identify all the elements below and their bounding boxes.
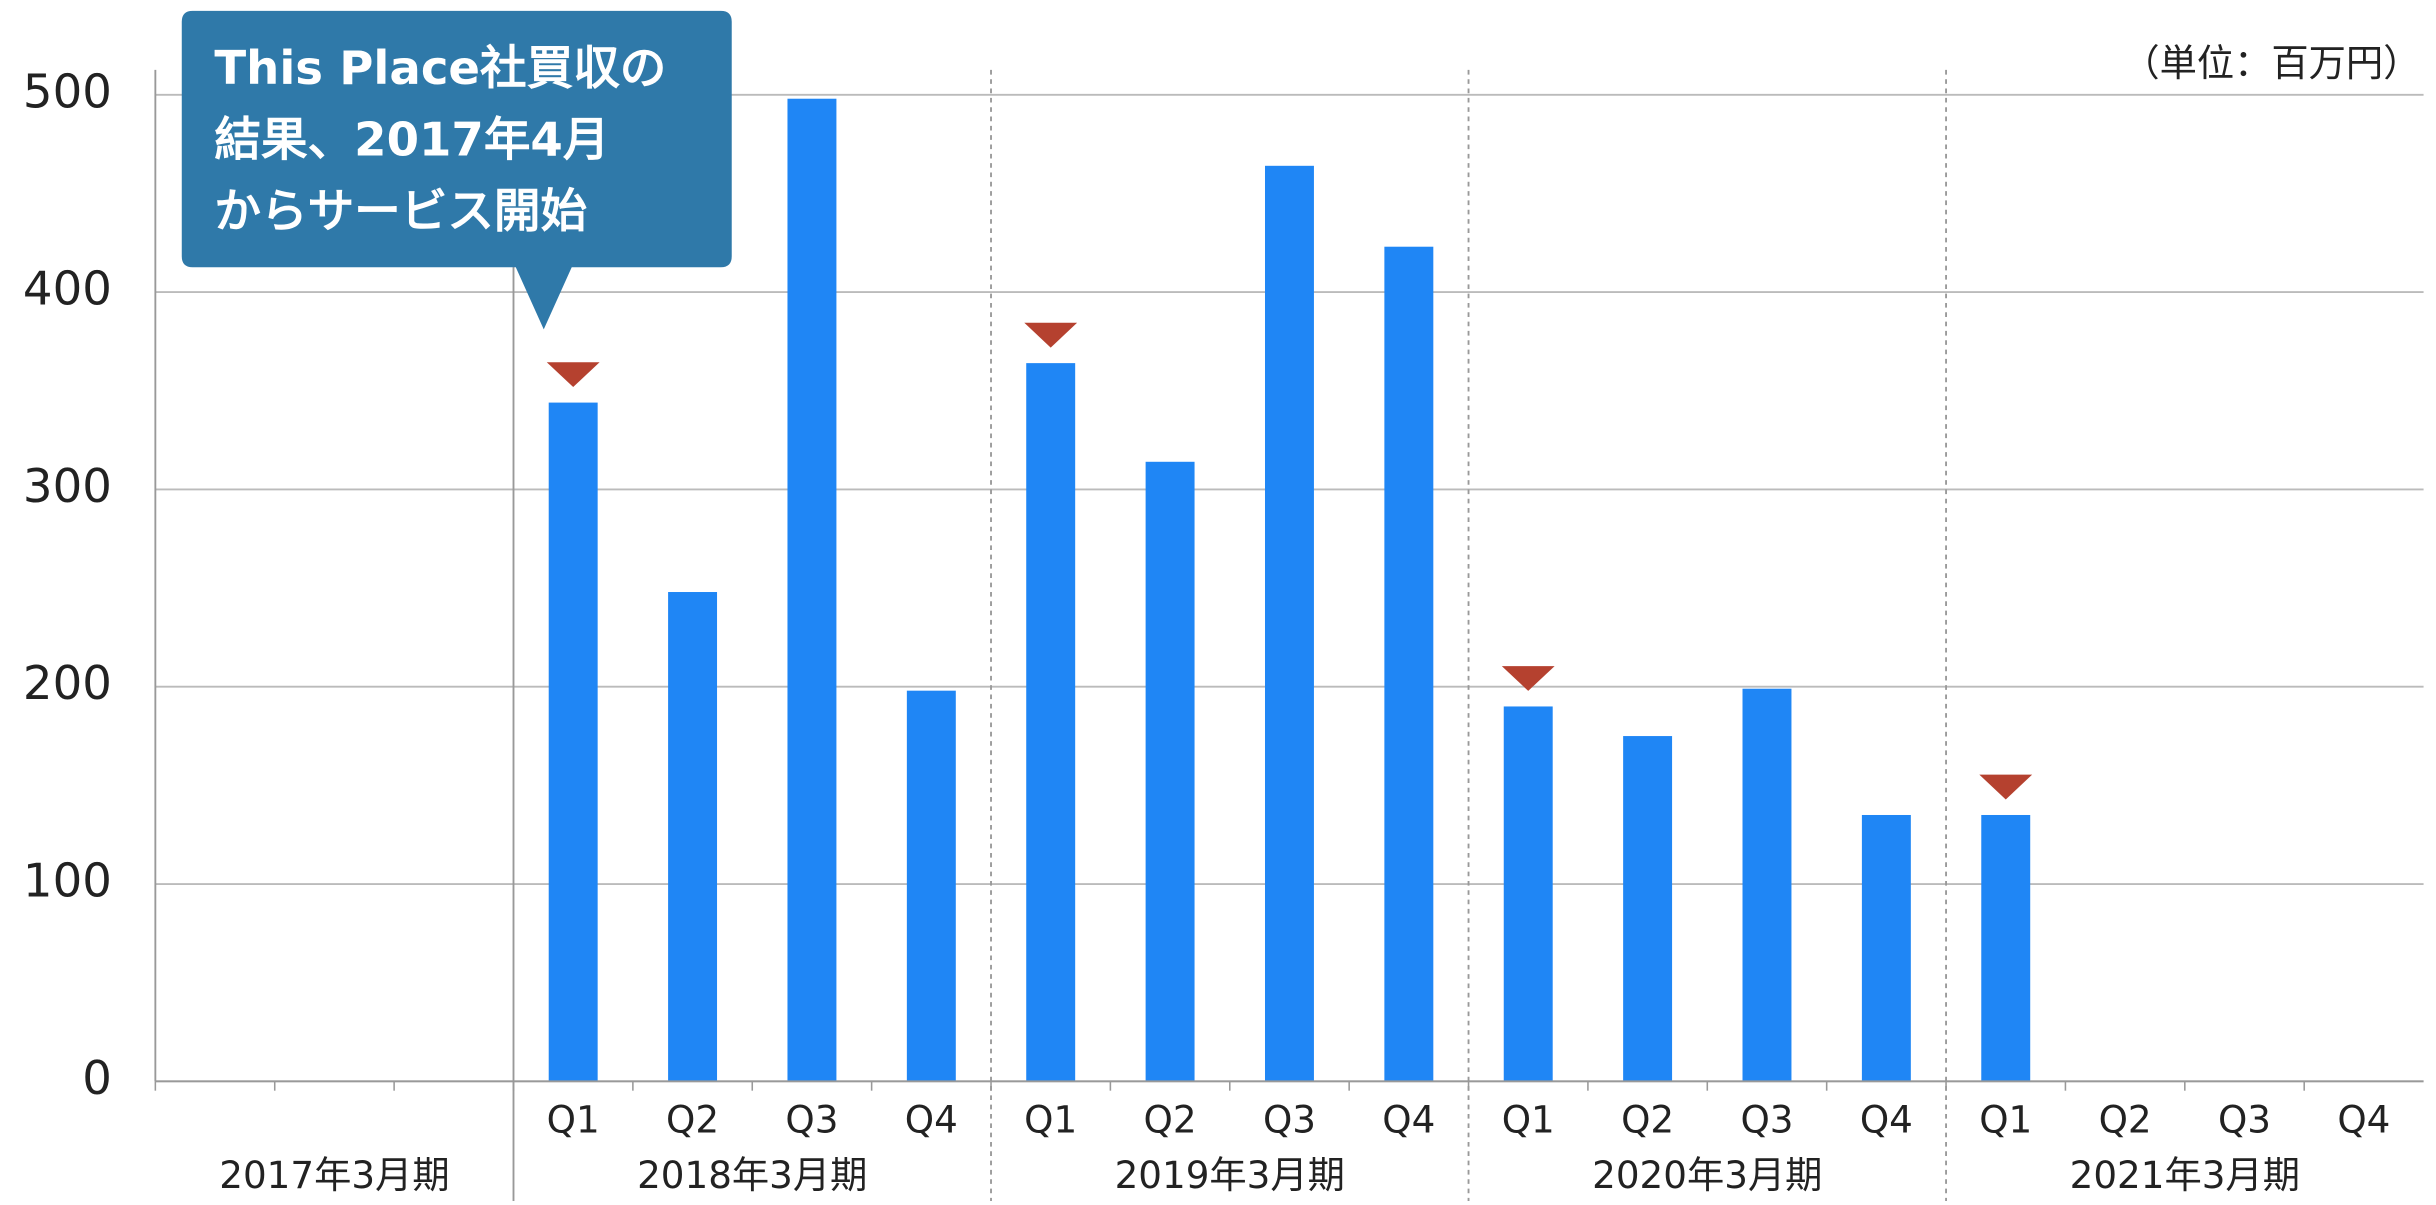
x-tick-label: Q1 bbox=[1502, 1097, 1555, 1141]
annotation-box bbox=[181, 10, 732, 330]
group-label: 2021年3月期 bbox=[2070, 1153, 2300, 1197]
x-tick-label: Q1 bbox=[1979, 1097, 2032, 1141]
x-tick-label: Q2 bbox=[1621, 1097, 1674, 1141]
y-tick-label: 300 bbox=[23, 459, 112, 513]
y-tick-label: 400 bbox=[23, 262, 112, 316]
x-tick-label: Q4 bbox=[905, 1097, 958, 1141]
bar bbox=[1384, 246, 1434, 1082]
y-tick-label: 500 bbox=[23, 64, 112, 118]
bar bbox=[906, 690, 956, 1082]
annotation-text: からサービス開始 bbox=[214, 184, 587, 238]
bar bbox=[1145, 461, 1195, 1082]
unit-label: （単位：百万円） bbox=[2122, 41, 2420, 85]
x-tick-label: Q2 bbox=[666, 1097, 719, 1141]
x-tick-label: Q1 bbox=[1024, 1097, 1077, 1141]
bar bbox=[548, 402, 598, 1082]
marker bbox=[1024, 322, 1078, 348]
group-label: 2018年3月期 bbox=[637, 1153, 867, 1197]
x-tick-label: Q2 bbox=[1144, 1097, 1197, 1141]
annotation-text: 結果、2017年4月 bbox=[214, 112, 609, 166]
x-tick-label: Q3 bbox=[1740, 1097, 1793, 1141]
bar bbox=[1026, 363, 1076, 1082]
x-tick-label: Q4 bbox=[1860, 1097, 1913, 1141]
y-tick-label: 200 bbox=[23, 656, 112, 710]
group-label: 2020年3月期 bbox=[1592, 1153, 1822, 1197]
group-label: 2017年3月期 bbox=[219, 1153, 449, 1197]
bar bbox=[668, 592, 718, 1082]
group-label: 2019年3月期 bbox=[1115, 1153, 1345, 1197]
bar bbox=[1861, 814, 1911, 1082]
x-tick-label: Q2 bbox=[2099, 1097, 2152, 1141]
x-tick-label: Q3 bbox=[1263, 1097, 1316, 1141]
x-tick-label: Q3 bbox=[2218, 1097, 2271, 1141]
x-tick-label: Q3 bbox=[785, 1097, 838, 1141]
y-tick-label: 100 bbox=[23, 854, 112, 908]
bar bbox=[1264, 165, 1314, 1082]
marker bbox=[546, 362, 600, 388]
y-tick-label: 0 bbox=[82, 1051, 112, 1105]
x-tick-label: Q4 bbox=[1382, 1097, 1435, 1141]
x-tick-label: Q4 bbox=[2337, 1097, 2390, 1141]
marker bbox=[1501, 666, 1555, 691]
bar bbox=[1742, 688, 1792, 1082]
marker bbox=[1979, 774, 2033, 800]
annotation-text: This Place社買収の bbox=[214, 41, 666, 95]
bar bbox=[1981, 814, 2031, 1082]
x-tick-label: Q1 bbox=[547, 1097, 600, 1141]
bar bbox=[1623, 736, 1673, 1082]
bar bbox=[1503, 706, 1553, 1082]
bar bbox=[787, 98, 837, 1082]
